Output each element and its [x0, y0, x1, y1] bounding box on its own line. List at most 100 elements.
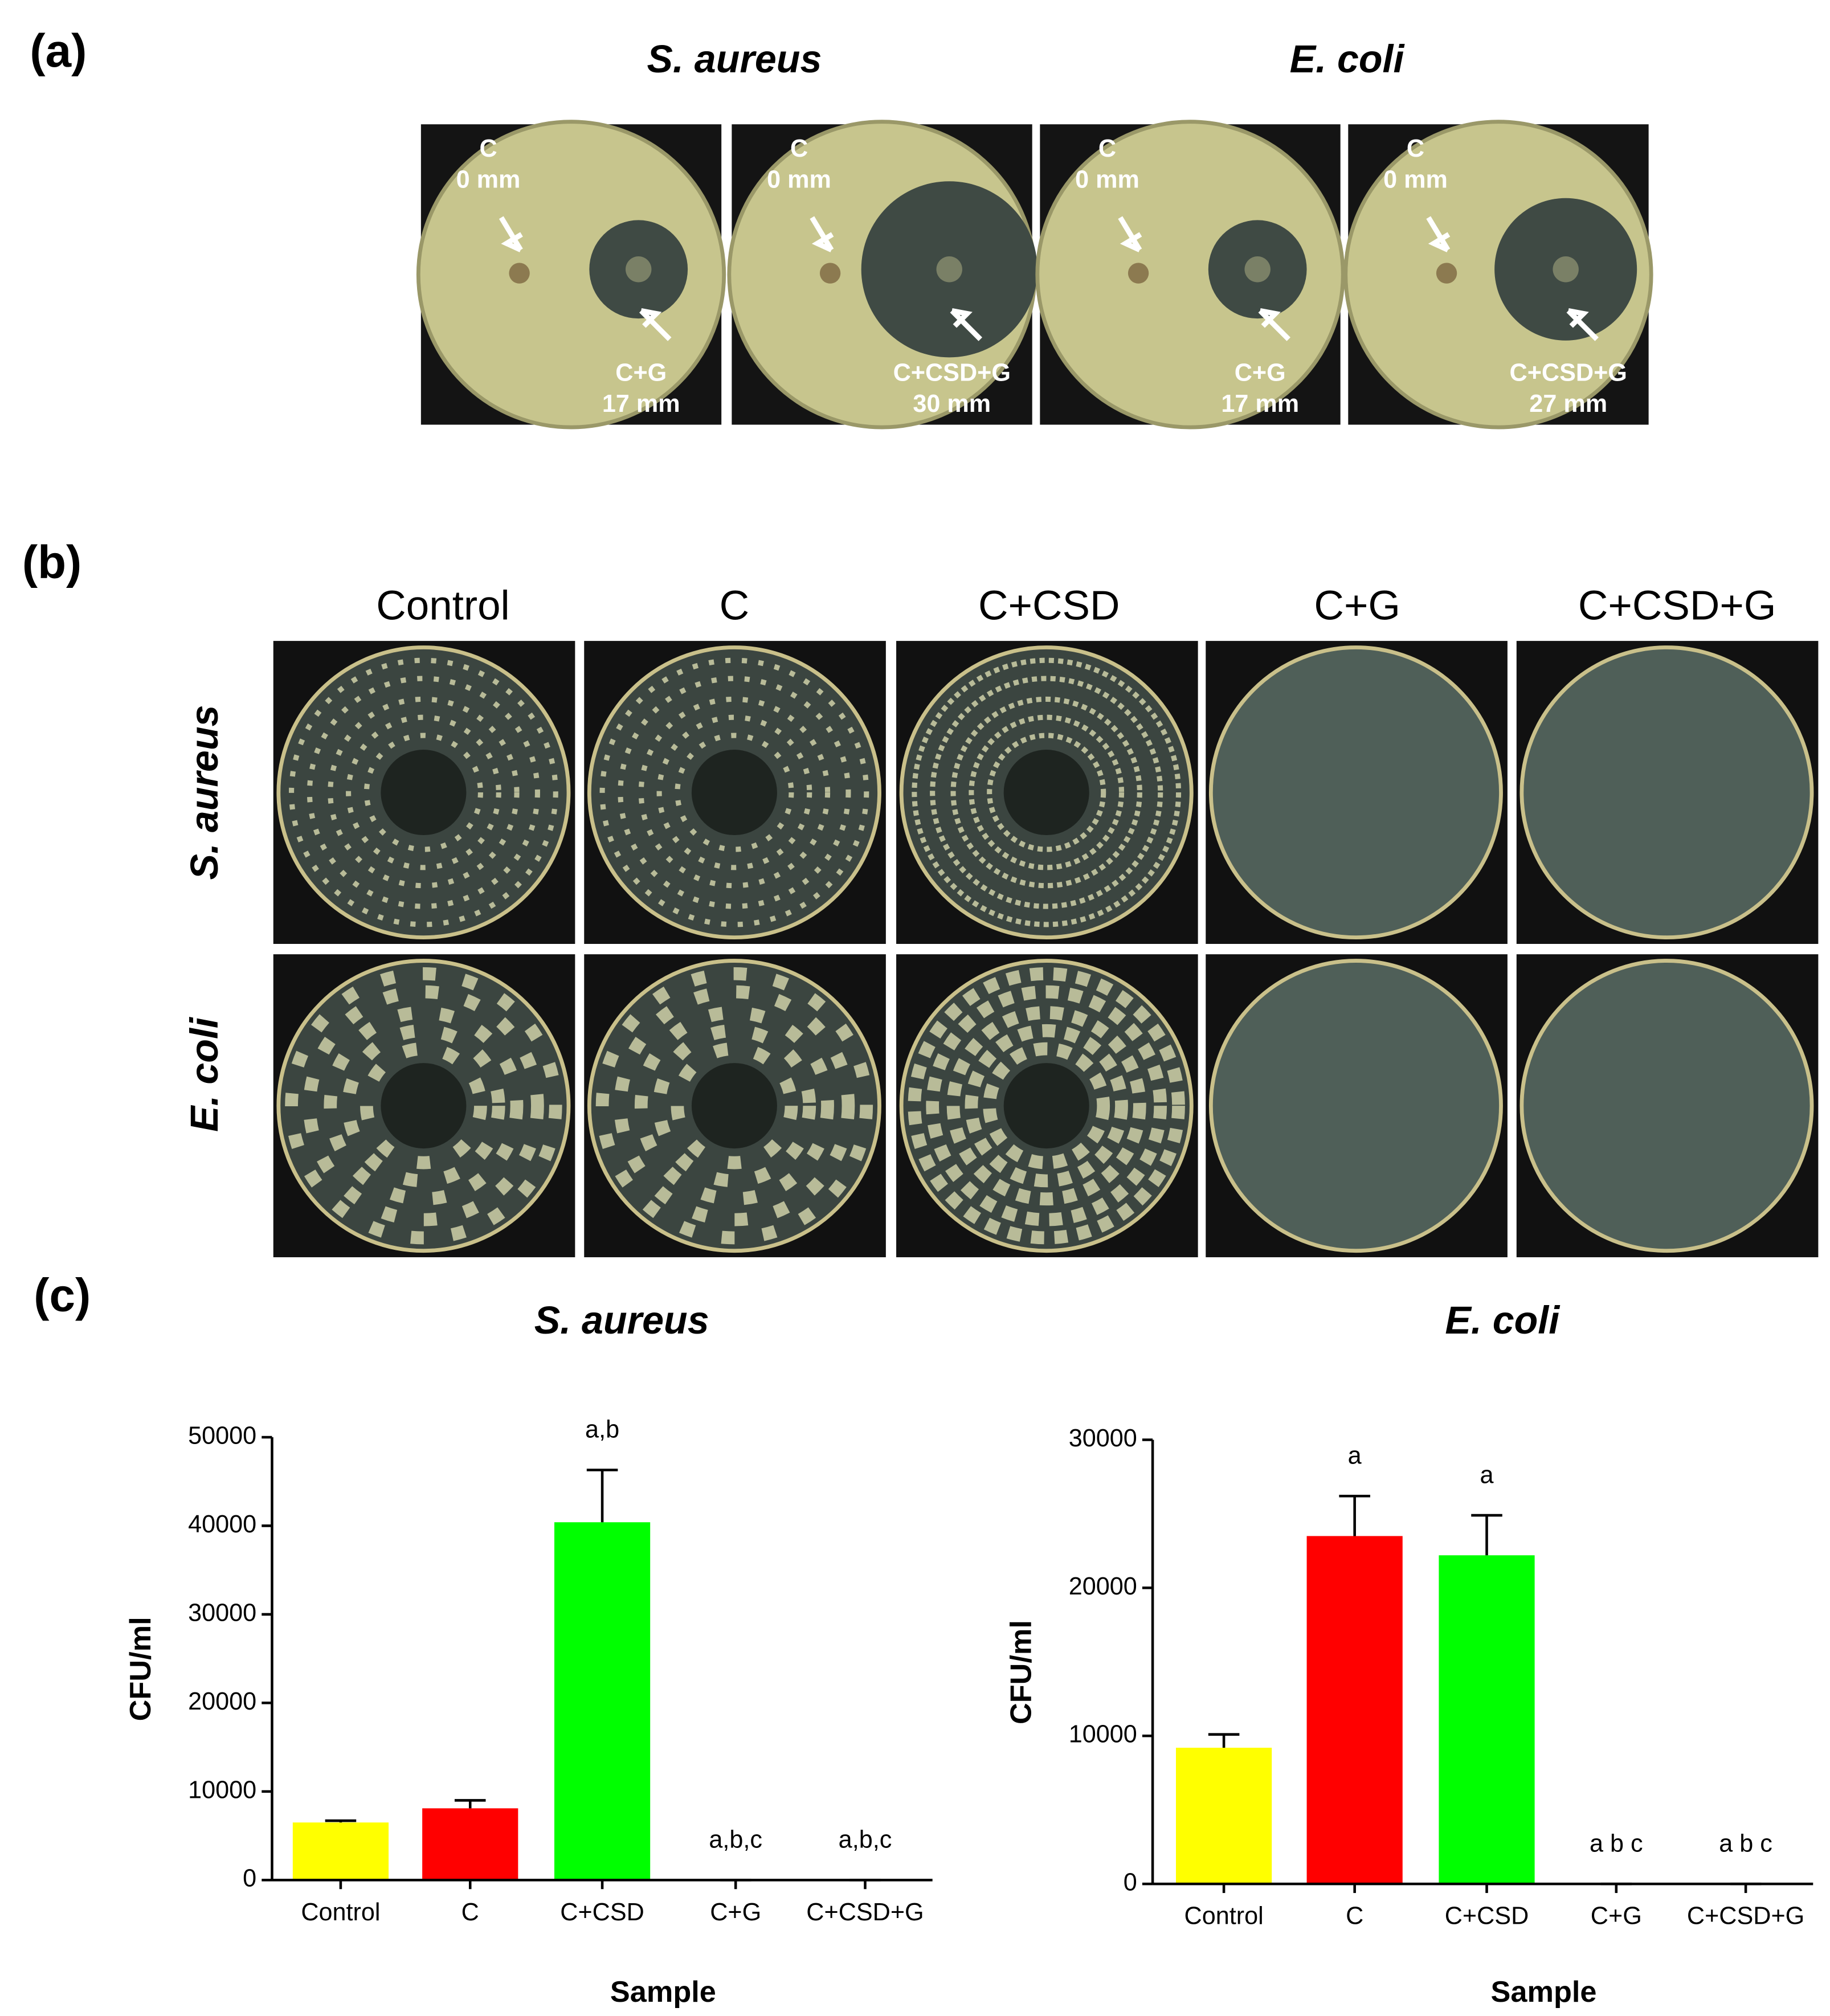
column-label: C [720, 583, 750, 629]
bar [1439, 1555, 1535, 1884]
arrow-head [811, 232, 834, 252]
plate-photo [584, 641, 886, 944]
colony-ring [307, 676, 540, 909]
error-bar [1471, 1514, 1502, 1556]
plate-center [691, 750, 777, 836]
plate-photo: C 0 mm C+G 17 mm [416, 120, 726, 430]
chart-title: E. coli [1445, 1299, 1561, 1342]
plate-label: C [1098, 135, 1116, 162]
bar [292, 1822, 389, 1880]
colony-ring [671, 1042, 798, 1169]
colony-ring [289, 657, 558, 927]
well [625, 256, 652, 283]
plate-photo [896, 954, 1198, 1258]
colony-ring [983, 1042, 1110, 1169]
colony-ring [342, 1024, 505, 1188]
colony-ring [360, 1042, 487, 1169]
arrow-head [1567, 308, 1589, 328]
y-tick-label: 20000 [1069, 1573, 1137, 1600]
plate-photo [273, 954, 575, 1258]
plate-center [1003, 750, 1089, 836]
chart: S. aureus Sample CFU/ml 0 10000 20000 30000 400… [124, 1299, 933, 2009]
chart-title: S. aureus [534, 1299, 709, 1342]
x-axis-label: Sample [1491, 1976, 1597, 2009]
colony-ring [969, 714, 1125, 870]
y-tick-label: 30000 [188, 1599, 256, 1626]
annotation: a b c [1590, 1830, 1643, 1857]
panel-a-title: E. coli [1290, 38, 1406, 81]
x-tick-label: C+G [1591, 1903, 1642, 1930]
colony-ring [930, 676, 1163, 909]
plate-photo [896, 641, 1198, 944]
plate-label: C [479, 135, 497, 162]
dish [1035, 120, 1345, 430]
y-tick-label: 10000 [1069, 1721, 1137, 1748]
dish [1519, 645, 1814, 940]
arrow [1566, 309, 1599, 341]
panel-b: Control C C+CSD C+G C+CSD+G S. aureus E. coli [183, 583, 1819, 1258]
arrow [1118, 216, 1142, 252]
colony-ring [285, 967, 562, 1245]
colony-ring [638, 696, 831, 889]
colony-ring [946, 1006, 1146, 1206]
plate-label: 17 mm [602, 390, 680, 418]
annotation: a,b,c [839, 1826, 892, 1854]
arrow-head [1259, 308, 1281, 328]
colony-ring [912, 657, 1182, 927]
annotation: a [1480, 1461, 1494, 1489]
bar [1306, 1536, 1403, 1884]
arrow [1258, 309, 1290, 341]
column-label: C+CSD [978, 583, 1120, 629]
plate-label: 27 mm [1529, 390, 1607, 418]
y-tick-label: 0 [243, 1865, 256, 1892]
y-axis-label: CFU/ml [124, 1617, 157, 1721]
panel-label: (c) [34, 1269, 91, 1321]
well [819, 263, 841, 284]
x-tick-label: C+CSD [1445, 1903, 1529, 1930]
y-tick-label: 40000 [188, 1511, 256, 1538]
well [936, 256, 962, 283]
x-tick-label: C [1346, 1903, 1363, 1930]
colony-ring [328, 696, 520, 889]
annotation: a [1348, 1442, 1362, 1470]
column-label: C+CSD+G [1578, 583, 1776, 629]
dish [1208, 645, 1503, 940]
plate-label: 30 mm [913, 390, 991, 418]
x-tick-label: Control [301, 1899, 380, 1926]
bar [1176, 1748, 1272, 1884]
annotation: a,b [585, 1416, 619, 1443]
colony-ring [950, 696, 1142, 889]
chart: E. coli Sample CFU/ml 0 10000 20000 30000 Contr… [1005, 1299, 1813, 2009]
plate-center [381, 750, 467, 836]
dish [1519, 959, 1814, 1253]
panel-c: S. aureus Sample CFU/ml 0 10000 20000 30000 400… [124, 1299, 1813, 2009]
well [1553, 256, 1579, 283]
x-tick-label: C+CSD+G [806, 1899, 924, 1926]
plate-label: C+G [1235, 359, 1286, 386]
bar [554, 1522, 651, 1880]
error-bar [586, 1469, 618, 1523]
arrow [1426, 216, 1451, 252]
well [509, 263, 530, 284]
colony-ring [926, 985, 1167, 1226]
plate-label: 0 mm [1383, 166, 1448, 194]
dish [1208, 959, 1503, 1253]
panel-label: (a) [30, 25, 87, 77]
x-axis-label: Sample [610, 1976, 716, 2009]
plate-label: C+CSD+G [1510, 359, 1627, 386]
colony-ring [303, 985, 544, 1226]
y-tick-label: 0 [1124, 1869, 1137, 1896]
colony-ring [634, 1006, 834, 1206]
plate-label: 0 mm [1075, 166, 1139, 194]
plate-label: C+G [615, 359, 667, 386]
plate-photo: C 0 mm C+CSD+G 27 mm [1343, 120, 1653, 430]
colony-ring [324, 1006, 524, 1206]
colony-ring [656, 714, 812, 870]
plate-center [691, 1063, 777, 1149]
y-axis-label: CFU/ml [1005, 1620, 1038, 1724]
colony-ring [965, 1024, 1128, 1188]
arrow-head [1120, 232, 1142, 252]
colony-ring [908, 967, 1185, 1245]
arrow-head [501, 232, 523, 252]
y-tick-label: 50000 [188, 1422, 256, 1449]
